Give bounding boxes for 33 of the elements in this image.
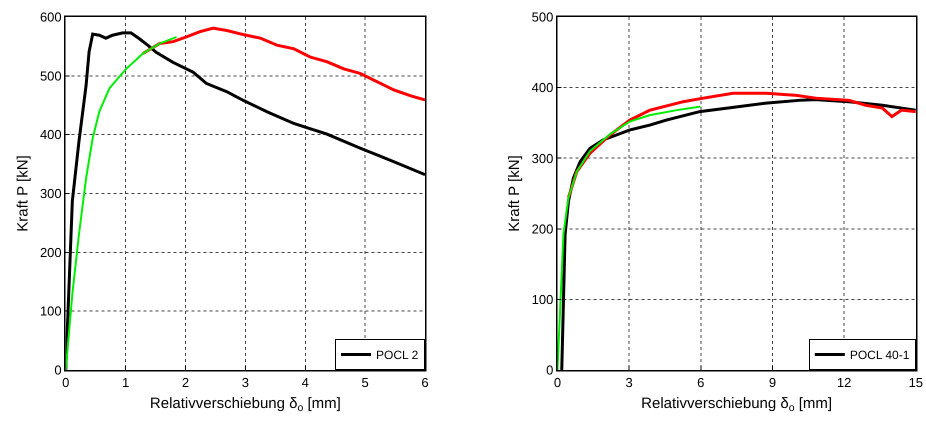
x-tick-label: 2 [182, 375, 190, 390]
x-tick-label: 12 [836, 375, 852, 390]
x-tick-label: 9 [768, 375, 776, 390]
y-tick-label: 0 [54, 362, 62, 378]
y-tick-label: 400 [40, 127, 62, 142]
x-tick-label: 3 [242, 375, 250, 390]
x-tick-label: 6 [697, 375, 704, 390]
line-series [141, 26, 426, 102]
y-tick-label: 500 [40, 68, 62, 84]
x-tick-label: 15 [908, 375, 924, 390]
y-tick-label: 600 [40, 10, 62, 25]
legend-label: POCL 2 [376, 348, 419, 362]
line-series [66, 36, 178, 370]
legend-label: POCL 40-1 [850, 348, 910, 362]
x-tick-label: 3 [626, 375, 633, 390]
y-tick-label: 200 [40, 244, 62, 260]
x-tick-label: 4 [302, 375, 309, 390]
x-axis-title: Relativverschiebung δ$_{o}$ [mm] [150, 394, 341, 414]
y-tick-label: 300 [40, 186, 62, 202]
y-tick-label: 200 [532, 221, 554, 236]
x-axis-title: Relativverschiebung δ$_{o}$ [mm] [641, 394, 832, 414]
x-tick-label: 6 [421, 375, 429, 390]
x-tick-label: 5 [362, 375, 369, 390]
y-tick-label: 500 [532, 10, 554, 25]
y-tick-label: 300 [532, 150, 554, 166]
y-tick-label: 100 [532, 292, 554, 307]
y-axis-title: Kraft P [kN] [506, 155, 524, 232]
y-tick-label: 400 [532, 80, 554, 96]
y-tick-label: 100 [40, 304, 62, 319]
line-series [557, 106, 702, 370]
y-tick-label: 0 [546, 362, 554, 378]
y-axis-title: Kraft P [kN] [14, 155, 32, 232]
x-tick-label: 1 [122, 375, 130, 390]
